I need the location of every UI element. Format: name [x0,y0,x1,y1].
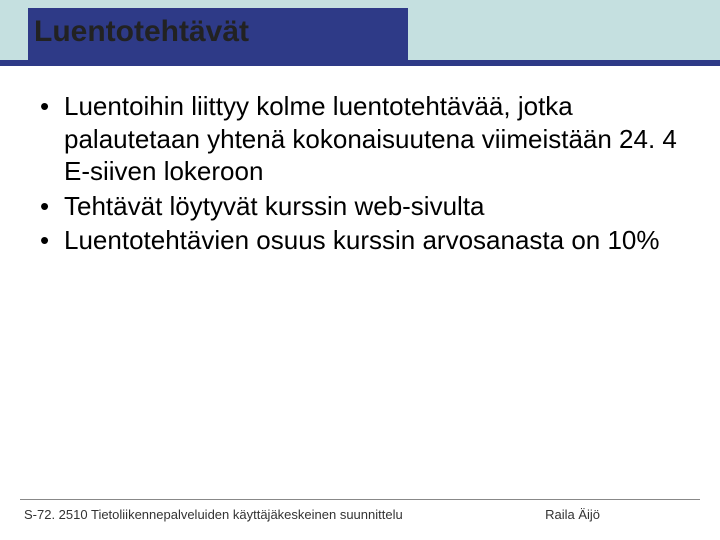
footer-right-text: Raila Äijö [545,507,600,522]
content-area: Luentoihin liittyy kolme luentotehtävää,… [36,90,684,259]
slide-title: Luentotehtävät [34,15,249,49]
list-item: Luentotehtävien osuus kurssin arvosanast… [36,224,684,257]
bullet-list: Luentoihin liittyy kolme luentotehtävää,… [36,90,684,257]
list-item: Luentoihin liittyy kolme luentotehtävää,… [36,90,684,188]
footer-divider [20,499,700,500]
slide: Luentotehtävät Luentoihin liittyy kolme … [0,0,720,540]
list-item: Tehtävät löytyvät kurssin web-sivulta [36,190,684,223]
footer-left-text: S-72. 2510 Tietoliikennepalveluiden käyt… [24,507,403,522]
header-divider [0,60,720,66]
